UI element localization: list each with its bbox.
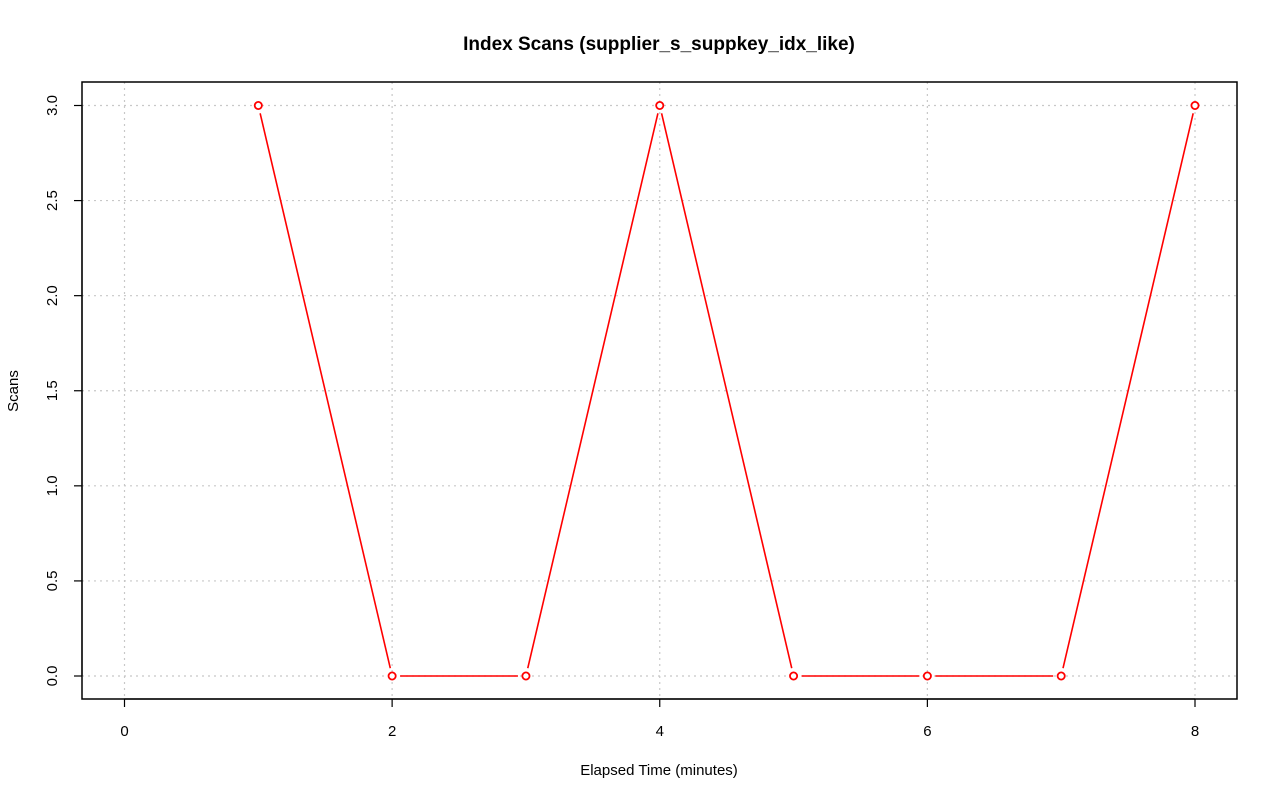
series-segment (259, 113, 392, 669)
x-tick-label: 0 (120, 723, 128, 740)
y-axis-label: Scans (5, 370, 22, 412)
series (253, 101, 1200, 681)
y-tick-label: 2.5 (44, 190, 61, 211)
y-tick-label: 2.0 (44, 285, 61, 306)
series-segment (1062, 113, 1194, 669)
plot-frame (81, 81, 1238, 700)
x-tick-label: 8 (1191, 723, 1199, 740)
data-point (655, 101, 665, 111)
y-tick-label: 1.5 (44, 380, 61, 401)
y-tick-label: 0.0 (44, 666, 61, 687)
series-segment (526, 113, 659, 669)
x-tick-label: 4 (656, 723, 664, 740)
data-point (789, 671, 799, 681)
y-tick-label: 1.0 (44, 475, 61, 496)
y-tick-label: 3.0 (44, 95, 61, 116)
data-point (1190, 101, 1200, 111)
grid (82, 82, 1237, 699)
chart-title: Index Scans (supplier_s_suppkey_idx_like… (463, 34, 855, 55)
data-point (387, 671, 397, 681)
x-tick-label: 6 (923, 723, 931, 740)
series-segment (660, 113, 793, 669)
y-tick-label: 0.5 (44, 570, 61, 591)
x-axis: 0 2 4 6 8 (120, 698, 1199, 740)
x-tick-label: 2 (388, 723, 396, 740)
x-axis-label: Elapsed Time (minutes) (580, 762, 738, 779)
data-point (253, 101, 263, 111)
y-axis: 0.0 0.5 1.0 1.5 2.0 2.5 3.0 (44, 95, 83, 687)
data-point (521, 671, 531, 681)
data-point (1056, 671, 1066, 681)
data-point (922, 671, 932, 681)
